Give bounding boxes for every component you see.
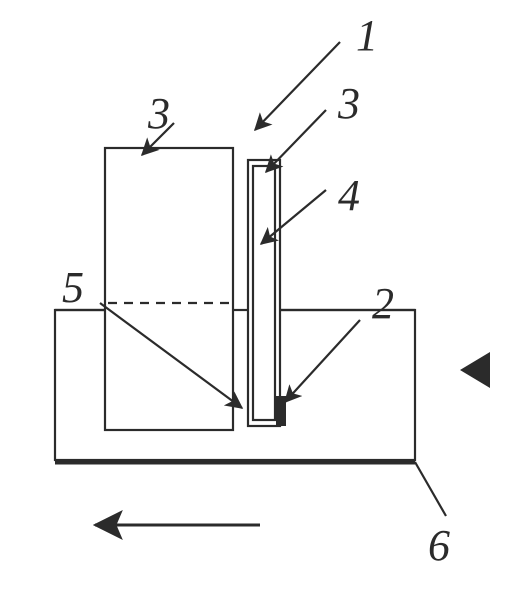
label-3-left: 3 [147,89,170,138]
label-4: 4 [338,171,360,220]
leader-1 [255,42,340,130]
label-2: 2 [372,279,394,328]
slot-inner [253,166,275,420]
view-triangle [460,352,490,388]
leader-6 [415,462,446,516]
label-5: 5 [62,263,84,312]
view-direction-icon [460,352,490,388]
label-6: 6 [428,521,450,570]
technical-diagram: 1 3 3 4 2 5 6 [0,0,517,600]
label-1: 1 [356,11,378,60]
leader-2 [285,320,360,402]
label-3-right: 3 [337,79,360,128]
black-tab [276,396,286,426]
leader-3-right [266,110,326,172]
